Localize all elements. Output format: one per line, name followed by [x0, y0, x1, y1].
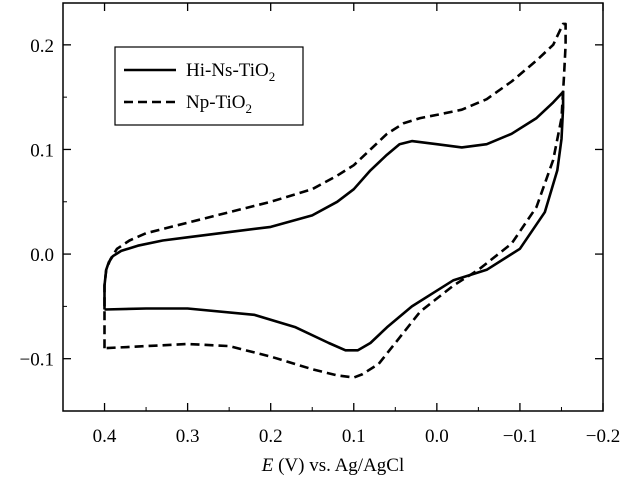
- y-tick-label: 0.1: [30, 140, 54, 161]
- series-layer: [103, 22, 567, 379]
- x-axis: 0.4 0.3 0.2 0.1 0.0 −0.1 −0.2: [62, 3, 620, 447]
- plot-frame: [62, 2, 604, 412]
- x-axis-label: E (V) vs. Ag/AgCl: [261, 455, 405, 476]
- x-tick-label: 0.3: [176, 426, 200, 447]
- legend-label-np-tio2: Np-TiO2: [186, 92, 252, 116]
- legend-box: [114, 46, 304, 126]
- x-tick-label: 0.0: [425, 426, 449, 447]
- y-tick-label: −0.1: [20, 350, 54, 371]
- legend-label-hi-ns-tio2: Hi-Ns-TiO2: [186, 60, 275, 84]
- y-tick-label: 0.0: [30, 245, 54, 266]
- y-axis: −0.1 0.0 0.1 0.2: [20, 36, 603, 412]
- x-tick-label: 0.4: [93, 426, 117, 447]
- series-line-0: [103, 90, 565, 352]
- legend: Hi-Ns-TiO2 Np-TiO2: [114, 46, 304, 126]
- series-line-1: [103, 22, 567, 379]
- y-tick-label: 0.2: [30, 36, 54, 57]
- x-tick-label: 0.1: [342, 426, 366, 447]
- x-tick-label: −0.2: [586, 426, 620, 447]
- x-tick-label: −0.1: [503, 426, 537, 447]
- x-tick-label: 0.2: [259, 426, 283, 447]
